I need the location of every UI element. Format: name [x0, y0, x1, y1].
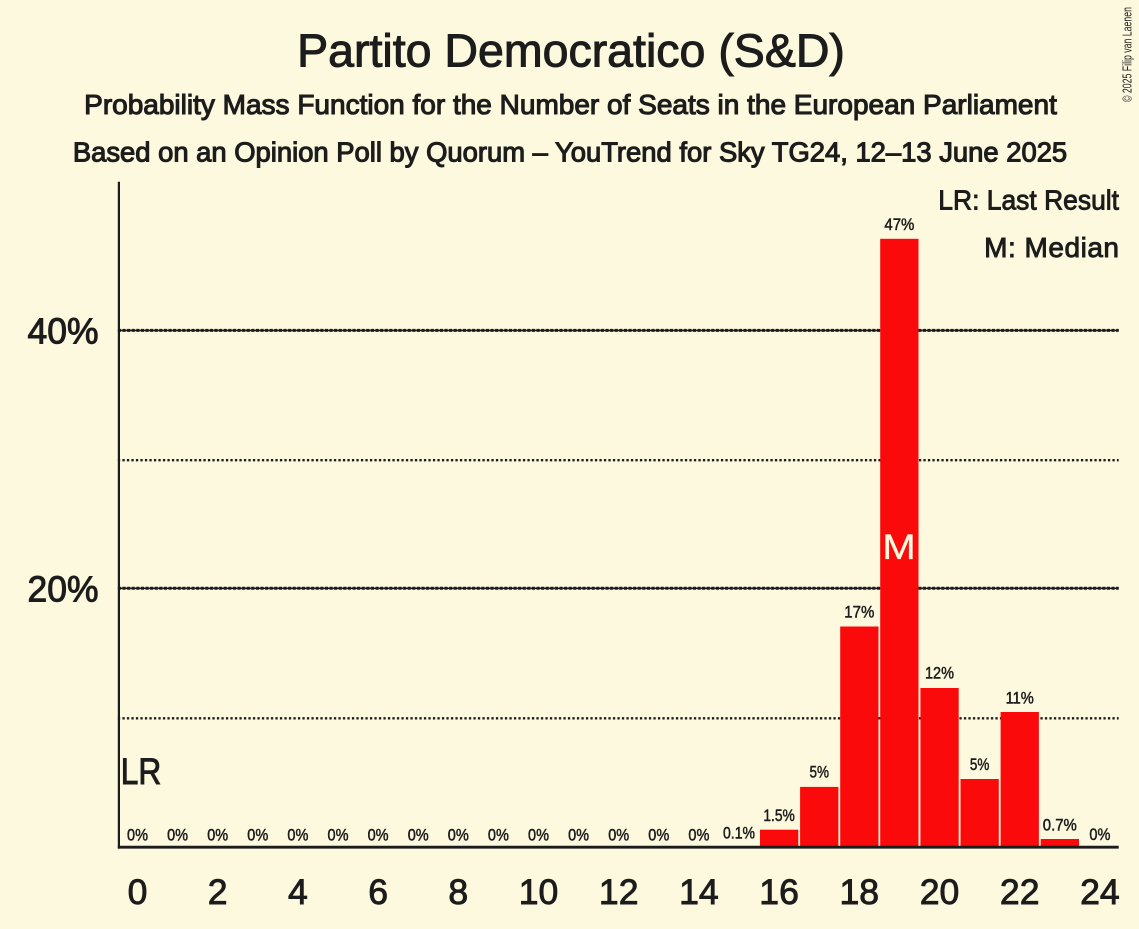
- svg-text:40%: 40%: [28, 311, 99, 352]
- svg-text:Partito Democratico (S&D): Partito Democratico (S&D): [297, 24, 845, 76]
- svg-text:Probability Mass Function for: Probability Mass Function for the Number…: [84, 89, 1057, 120]
- svg-text:14: 14: [679, 872, 719, 912]
- svg-text:0.7%: 0.7%: [1043, 815, 1077, 834]
- svg-text:0%: 0%: [328, 826, 349, 845]
- svg-text:0%: 0%: [167, 826, 188, 845]
- svg-text:10: 10: [519, 872, 559, 912]
- svg-text:47%: 47%: [884, 215, 914, 234]
- svg-text:24: 24: [1080, 872, 1120, 912]
- svg-text:18: 18: [840, 872, 880, 912]
- svg-text:0%: 0%: [368, 826, 389, 845]
- svg-text:0%: 0%: [568, 826, 589, 845]
- svg-text:8: 8: [448, 872, 468, 912]
- svg-text:5%: 5%: [970, 755, 990, 774]
- svg-text:0%: 0%: [488, 826, 509, 845]
- svg-text:17%: 17%: [844, 603, 874, 622]
- svg-text:16: 16: [759, 872, 799, 912]
- svg-text:0%: 0%: [648, 826, 669, 845]
- svg-text:M: M: [882, 527, 916, 567]
- svg-text:1.5%: 1.5%: [763, 806, 795, 825]
- svg-text:Based on an Opinion Poll by Qu: Based on an Opinion Poll by Quorum – You…: [73, 137, 1067, 168]
- svg-text:0%: 0%: [287, 826, 308, 845]
- svg-text:2: 2: [208, 872, 228, 912]
- svg-text:M: Median: M: Median: [984, 232, 1119, 263]
- svg-text:0%: 0%: [408, 826, 429, 845]
- svg-text:0%: 0%: [528, 826, 549, 845]
- svg-text:5%: 5%: [809, 763, 829, 782]
- svg-text:0%: 0%: [207, 826, 228, 845]
- svg-text:20: 20: [920, 872, 960, 912]
- svg-text:6: 6: [368, 872, 388, 912]
- svg-text:0%: 0%: [688, 826, 709, 845]
- svg-text:0: 0: [128, 872, 148, 912]
- svg-text:LR: LR: [121, 750, 162, 792]
- svg-text:LR: Last Result: LR: Last Result: [938, 184, 1119, 215]
- svg-text:11%: 11%: [1006, 689, 1034, 708]
- svg-text:0%: 0%: [1089, 825, 1110, 844]
- svg-text:0%: 0%: [608, 826, 629, 845]
- svg-text:22: 22: [1000, 872, 1040, 912]
- svg-text:0%: 0%: [247, 826, 268, 845]
- svg-text:12%: 12%: [925, 664, 954, 683]
- svg-text:0.1%: 0.1%: [723, 824, 755, 843]
- svg-text:0%: 0%: [127, 826, 148, 845]
- svg-text:0%: 0%: [448, 826, 469, 845]
- svg-text:4: 4: [288, 872, 308, 912]
- svg-text:© 2025 Filip van Laenen: © 2025 Filip van Laenen: [1121, 7, 1135, 102]
- svg-text:12: 12: [599, 872, 639, 912]
- svg-text:20%: 20%: [28, 569, 99, 610]
